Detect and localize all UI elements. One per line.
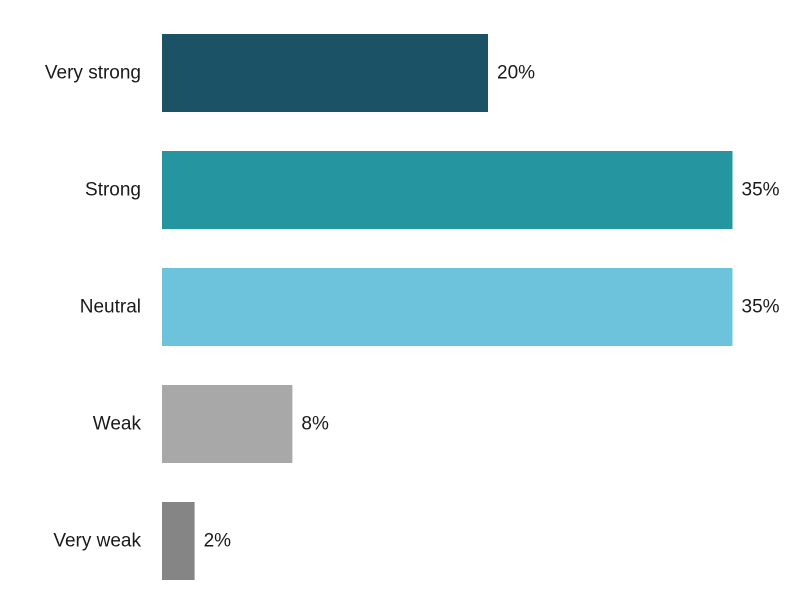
bar-very-strong (162, 34, 488, 112)
category-label: Very weak (53, 531, 141, 552)
category-label: Very strong (45, 63, 141, 84)
bar-very-weak (162, 502, 195, 580)
value-label: 35% (742, 297, 780, 318)
value-label: 35% (742, 180, 780, 201)
category-label: Weak (93, 414, 142, 435)
bar-strong (162, 151, 733, 229)
category-label: Strong (85, 180, 141, 201)
value-label: 8% (301, 414, 329, 435)
bar-weak (162, 385, 293, 463)
value-label: 20% (497, 63, 535, 84)
value-label: 2% (204, 531, 232, 552)
bar-neutral (162, 268, 733, 346)
category-label: Neutral (80, 297, 141, 318)
